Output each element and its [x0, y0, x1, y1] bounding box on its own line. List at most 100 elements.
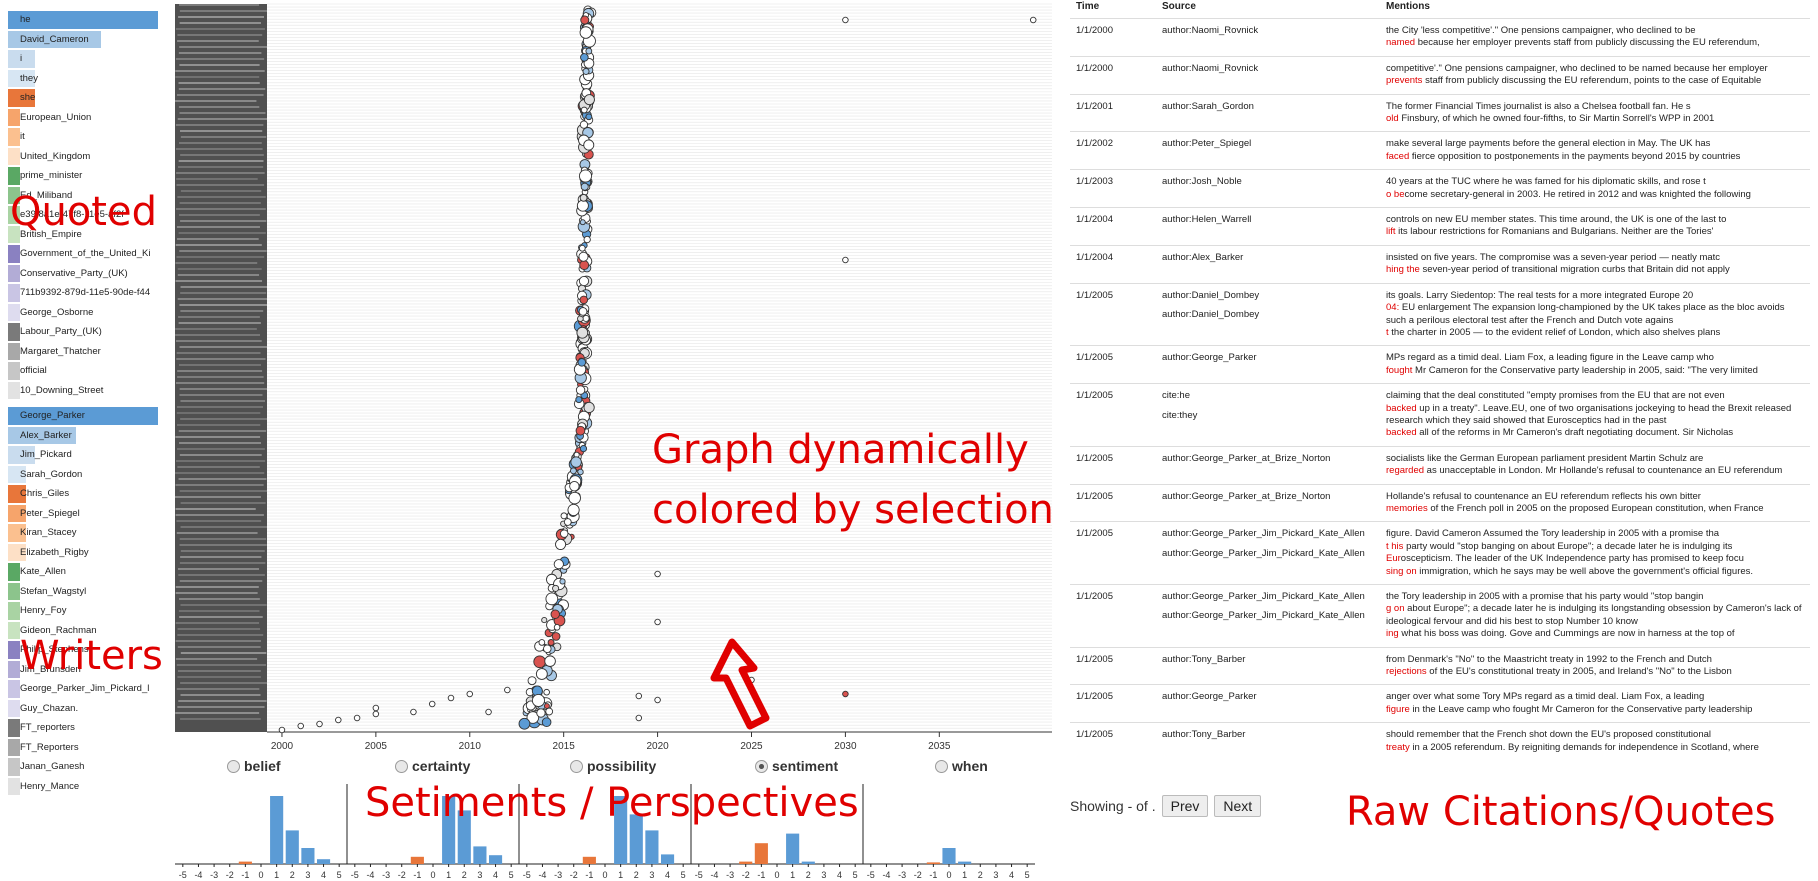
table-row[interactable]: 1/1/2005 author:Daniel_Dombey author:Danie… — [1070, 283, 1810, 346]
table-row[interactable]: 1/1/2005 author:George_Parker_at_Brize_No… — [1070, 446, 1810, 484]
writer-item[interactable]: Kate_Allen — [8, 562, 158, 582]
quoted-item[interactable]: European_Union — [8, 108, 158, 128]
quoted-item[interactable]: she — [8, 88, 158, 108]
timeline-scatter[interactable]: 2000 2005 2010 2015 2020 2025 2030 2035 — [175, 0, 1055, 755]
mention-dot[interactable] — [584, 95, 594, 105]
mention-dot[interactable] — [568, 504, 579, 515]
table-row[interactable]: 1/1/2001 author:Sarah_Gordon The former Fi… — [1070, 94, 1810, 132]
table-row[interactable]: 1/1/2005 author:George_Parker_Jim_Pickard… — [1070, 522, 1810, 585]
quoted-item[interactable]: 711b9392-879d-11e5-90de-f44 — [8, 283, 158, 303]
mention-dot[interactable] — [586, 48, 592, 54]
quoted-item[interactable]: official — [8, 361, 158, 381]
mention-dot[interactable] — [544, 704, 549, 709]
mention-dot[interactable] — [576, 386, 585, 395]
radio-dot-icon[interactable] — [395, 760, 408, 773]
mention-dot[interactable] — [552, 633, 560, 641]
writer-item[interactable]: Chris_Giles — [8, 484, 158, 504]
mention-dot-outlier[interactable] — [486, 709, 492, 715]
mention-dot-outlier[interactable] — [655, 697, 661, 703]
mention-dot[interactable] — [580, 220, 585, 225]
radio-certainty[interactable]: certainty — [395, 758, 470, 774]
mention-dot[interactable] — [555, 539, 565, 549]
mention-dot-outlier[interactable] — [373, 711, 379, 717]
mention-dot[interactable] — [580, 121, 587, 128]
writer-item[interactable]: FT_Reporters — [8, 738, 158, 758]
writer-item[interactable]: Stefan_Wagstyl — [8, 582, 158, 602]
writer-item[interactable]: Guy_Chazan. — [8, 699, 158, 719]
mention-dot[interactable] — [583, 68, 589, 74]
writer-item[interactable]: Alex_Barker — [8, 426, 158, 446]
writer-item[interactable]: Henry_Mance — [8, 777, 158, 797]
mention-dot-outlier[interactable] — [655, 619, 661, 625]
mention-dot[interactable] — [581, 107, 587, 113]
quoted-item[interactable]: Margaret_Thatcher — [8, 342, 158, 362]
mention-dot[interactable] — [539, 640, 545, 646]
radio-belief[interactable]: belief — [227, 758, 281, 774]
mention-dot[interactable] — [570, 481, 579, 490]
quoted-item[interactable]: i — [8, 49, 158, 69]
table-row[interactable]: 1/1/2004 author:Alex_Barker insisted on fi… — [1070, 245, 1810, 283]
writer-item[interactable]: George_Parker_Jim_Pickard_l — [8, 679, 158, 699]
mention-dot[interactable] — [577, 327, 588, 338]
table-row[interactable]: 1/1/2000 author:Naomi_Rovnick competitive'… — [1070, 56, 1810, 94]
table-row[interactable]: 1/1/2000 author:Naomi_Rovnick the City 'le… — [1070, 19, 1810, 57]
table-row[interactable]: 1/1/2005 author:George_Parker anger over w… — [1070, 685, 1810, 723]
mention-dot[interactable] — [545, 656, 556, 667]
radio-dot-icon[interactable] — [755, 760, 768, 773]
mention-dot[interactable] — [528, 677, 536, 685]
mention-dot[interactable] — [579, 308, 587, 316]
mention-dot[interactable] — [576, 397, 582, 403]
mention-dot-outlier[interactable] — [335, 717, 341, 723]
table-row[interactable]: 1/1/2005 author:Tony_Barber from Denmark's… — [1070, 647, 1810, 685]
quoted-item[interactable]: they — [8, 69, 158, 89]
mention-dot[interactable] — [571, 457, 582, 468]
table-row[interactable]: 1/1/2005 author:Tony_Barber should remembe… — [1070, 723, 1810, 760]
mention-dot[interactable] — [554, 624, 560, 630]
mention-dot[interactable] — [534, 656, 546, 668]
mention-dot[interactable] — [564, 519, 571, 526]
header-source[interactable]: Source — [1156, 0, 1380, 19]
mention-dot[interactable] — [546, 593, 558, 605]
mention-dot[interactable] — [581, 54, 589, 62]
mention-dot[interactable] — [579, 276, 588, 285]
mention-dot-outlier[interactable] — [317, 721, 323, 727]
radio-possibility[interactable]: possibility — [570, 758, 656, 774]
header-time[interactable]: Time — [1070, 0, 1156, 19]
mention-dot-outlier[interactable] — [636, 715, 642, 721]
quoted-item[interactable]: 10_Downing_Street — [8, 381, 158, 401]
mention-dot[interactable] — [560, 530, 567, 537]
mention-dot-outlier[interactable] — [411, 709, 417, 715]
mention-dot[interactable] — [579, 245, 585, 251]
header-mentions[interactable]: Mentions — [1380, 0, 1810, 19]
table-row[interactable]: 1/1/2005 author:George_Parker_Jim_Pickard… — [1070, 585, 1810, 648]
quoted-item[interactable]: United_Kingdom — [8, 147, 158, 167]
mention-dot-outlier[interactable] — [279, 727, 285, 733]
writer-item[interactable]: Peter_Spiegel — [8, 504, 158, 524]
mention-dot-outlier[interactable] — [636, 693, 642, 699]
mention-dot-outlier[interactable] — [373, 705, 379, 711]
writer-item[interactable]: Kiran_Stacey — [8, 523, 158, 543]
mention-dot[interactable] — [570, 468, 576, 474]
mention-dot[interactable] — [580, 261, 589, 270]
mention-dot[interactable] — [543, 645, 551, 653]
table-row[interactable]: 1/1/2005 author:George_Parker MPs regard a… — [1070, 346, 1810, 384]
mention-dot[interactable] — [580, 296, 588, 304]
mention-dot[interactable] — [580, 194, 587, 201]
mention-dot[interactable] — [578, 359, 586, 367]
mention-dot[interactable] — [536, 669, 547, 680]
mention-dot-outlier[interactable] — [467, 691, 473, 697]
radio-dot-icon[interactable] — [227, 760, 240, 773]
mention-dot[interactable] — [561, 513, 567, 519]
mention-dot[interactable] — [584, 236, 590, 242]
writer-item[interactable]: Janan_Ganesh — [8, 757, 158, 777]
mention-dot-outlier[interactable] — [843, 257, 849, 263]
mention-dot-outlier[interactable] — [354, 715, 360, 721]
table-row[interactable]: 1/1/2002 author:Peter_Spiegel make several… — [1070, 132, 1810, 170]
mention-dot-outlier[interactable] — [429, 701, 435, 707]
writer-item[interactable]: Elizabeth_Rigby — [8, 543, 158, 563]
quoted-item[interactable]: George_Osborne — [8, 303, 158, 323]
quoted-item[interactable]: it — [8, 127, 158, 147]
prev-button[interactable]: Prev — [1162, 795, 1209, 817]
mention-dot[interactable] — [551, 610, 560, 619]
mention-dot[interactable] — [546, 708, 553, 715]
